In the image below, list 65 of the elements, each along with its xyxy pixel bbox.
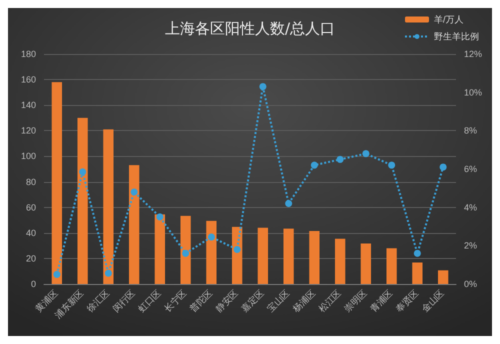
- x-tick-label: 青浦区: [368, 288, 396, 315]
- point: [208, 234, 215, 241]
- x-tick-label: 奉贤区: [394, 288, 421, 315]
- bar: [154, 214, 166, 284]
- y2-tick-label: 6%: [464, 164, 478, 174]
- point: [336, 156, 344, 163]
- point: [362, 150, 370, 158]
- bar: [103, 129, 114, 284]
- y-tick-label: 40: [26, 228, 36, 238]
- x-tick-label: 松江区: [316, 288, 344, 315]
- y2-tick-label: 2%: [464, 240, 478, 251]
- point: [130, 188, 138, 196]
- point: [259, 83, 266, 90]
- legend-label: 野生羊比例: [434, 32, 479, 42]
- bar: [180, 216, 191, 284]
- bar: [128, 165, 140, 284]
- y-tick-label: 60: [26, 202, 36, 212]
- y-tick-label: 20: [26, 253, 36, 264]
- bar: [52, 82, 62, 284]
- y-tick-label: 0: [30, 279, 36, 289]
- x-tick-label: 金山区: [420, 288, 447, 315]
- point: [182, 250, 190, 257]
- bar: [77, 118, 88, 284]
- x-tick-label: 徐汇区: [85, 288, 112, 315]
- x-tick-label: 静安区: [214, 288, 241, 315]
- bar: [412, 262, 423, 284]
- point: [440, 164, 447, 171]
- x-tick-label: 普陀区: [188, 288, 215, 315]
- bar: [334, 238, 346, 284]
- bar: [438, 270, 448, 284]
- chart-title: 上海各区阳性人数/总人口: [164, 20, 336, 38]
- x-tick-label: 闵行区: [110, 288, 138, 315]
- legend-label: 羊/万人: [434, 14, 464, 24]
- x-tick-label: 嘉定区: [240, 288, 266, 315]
- x-tick-label: 长宁区: [162, 288, 190, 315]
- bar: [258, 228, 268, 284]
- x-tick-label: 宝山区: [265, 288, 292, 315]
- y2-tick-label: 0%: [464, 279, 478, 289]
- point: [388, 162, 396, 169]
- x-tick-label: 虹口区: [136, 288, 164, 315]
- bar: [386, 248, 397, 284]
- point: [104, 270, 112, 277]
- point: [234, 246, 241, 253]
- bar: [309, 230, 320, 284]
- bar: [360, 243, 372, 284]
- y-tick-label: 180: [20, 49, 36, 59]
- bar: [206, 220, 217, 284]
- x-tick-label: 崇明区: [342, 288, 370, 315]
- bar: [283, 228, 294, 284]
- y-tick-label: 160: [20, 74, 36, 85]
- y2-tick-label: 12%: [464, 49, 482, 59]
- y2-tick-label: 8%: [464, 126, 478, 136]
- point: [156, 213, 164, 220]
- y-tick-label: 80: [26, 176, 36, 187]
- x-tick-label: 杨浦区: [290, 288, 318, 316]
- point: [310, 162, 318, 169]
- point: [53, 270, 60, 278]
- point: [285, 200, 292, 207]
- y2-tick-label: 10%: [464, 87, 482, 98]
- y2-tick-label: 4%: [464, 202, 478, 212]
- y-tick-label: 120: [20, 126, 36, 136]
- y-tick-label: 100: [20, 151, 36, 162]
- point: [79, 168, 86, 176]
- point: [414, 250, 421, 257]
- y-tick-label: 140: [20, 100, 36, 110]
